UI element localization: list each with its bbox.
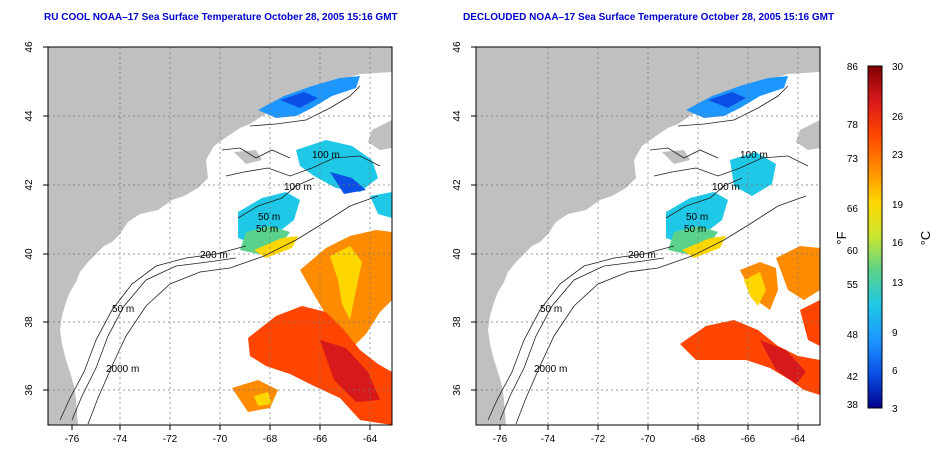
y-tick-label: 46 bbox=[452, 41, 463, 53]
celsius-tick: 26 bbox=[892, 112, 904, 123]
map-title-left: RU COOL NOAA–17 Sea Surface Temperature … bbox=[44, 12, 398, 23]
contour-label: 100 m bbox=[712, 182, 740, 193]
fahrenheit-tick: 48 bbox=[847, 330, 859, 341]
contour-label: 100 m bbox=[284, 182, 312, 193]
contour-label: 200 m bbox=[200, 250, 228, 261]
fahrenheit-unit-label: °F bbox=[834, 231, 849, 244]
x-tick-label: -66 bbox=[741, 434, 756, 445]
celsius-tick: 3 bbox=[892, 404, 898, 415]
celsius-tick: 16 bbox=[892, 238, 904, 249]
land-mass bbox=[48, 47, 392, 425]
y-tick-label: 44 bbox=[452, 110, 463, 122]
fahrenheit-tick: 66 bbox=[847, 204, 859, 215]
fahrenheit-tick: 60 bbox=[847, 246, 859, 257]
y-tick-label: 38 bbox=[24, 316, 35, 328]
celsius-tick: 19 bbox=[892, 200, 904, 211]
contour-label: 2000 m bbox=[106, 364, 139, 375]
x-tick-label: -68 bbox=[691, 434, 706, 445]
celsius-tick: 23 bbox=[892, 150, 904, 161]
x-tick-label: -64 bbox=[791, 434, 806, 445]
y-tick-label: 36 bbox=[24, 384, 35, 396]
celsius-unit-label: °C bbox=[918, 231, 933, 246]
y-tick-label: 44 bbox=[24, 110, 35, 122]
contour-label: 50 m bbox=[258, 212, 280, 223]
fahrenheit-tick: 86 bbox=[847, 62, 859, 73]
celsius-tick: 9 bbox=[892, 328, 898, 339]
celsius-tick: 6 bbox=[892, 366, 898, 377]
fahrenheit-tick: 78 bbox=[847, 120, 859, 131]
y-tick-label: 42 bbox=[452, 179, 463, 191]
x-tick-label: -68 bbox=[263, 434, 278, 445]
map-right: 100 m 100 m 50 m 50 m 200 m 50 m 2000 m … bbox=[452, 41, 821, 445]
x-tick-label: -64 bbox=[363, 434, 378, 445]
x-tick-label: -66 bbox=[313, 434, 328, 445]
fahrenheit-tick: 42 bbox=[847, 372, 859, 383]
x-tick-label: -74 bbox=[113, 434, 128, 445]
fahrenheit-tick: 55 bbox=[847, 280, 859, 291]
x-tick-label: -76 bbox=[493, 434, 508, 445]
map-title-right: DECLOUDED NOAA–17 Sea Surface Temperatur… bbox=[463, 12, 835, 23]
contour-label: 2000 m bbox=[534, 364, 567, 375]
x-tick-label: -76 bbox=[65, 434, 80, 445]
x-tick-label: -74 bbox=[541, 434, 556, 445]
contour-label: 50 m bbox=[540, 304, 562, 315]
celsius-tick: 13 bbox=[892, 278, 904, 289]
x-tick-label: -70 bbox=[641, 434, 656, 445]
contour-label: 50 m bbox=[112, 304, 134, 315]
celsius-tick: 30 bbox=[892, 62, 904, 73]
contour-label: 50 m bbox=[686, 212, 708, 223]
land-mass bbox=[476, 47, 820, 425]
y-tick-label: 40 bbox=[24, 248, 35, 260]
temperature-colorbar: 86 78 73 66 60 55 48 42 38 30 26 23 19 1… bbox=[834, 62, 933, 415]
fahrenheit-tick: 38 bbox=[847, 400, 859, 411]
contour-label: 100 m bbox=[312, 150, 340, 161]
map-left: 100 m 100 m 50 m 50 m 200 m 50 m 2000 m … bbox=[24, 41, 393, 445]
contour-label: 50 m bbox=[256, 224, 278, 235]
contour-label: 50 m bbox=[684, 224, 706, 235]
y-tick-label: 46 bbox=[24, 41, 35, 53]
y-tick-label: 38 bbox=[452, 316, 463, 328]
contour-label: 200 m bbox=[628, 250, 656, 261]
x-tick-label: -70 bbox=[213, 434, 228, 445]
x-tick-label: -72 bbox=[163, 434, 178, 445]
fahrenheit-tick: 73 bbox=[847, 154, 859, 165]
contour-label: 100 m bbox=[740, 150, 768, 161]
y-tick-label: 42 bbox=[24, 179, 35, 191]
x-tick-label: -72 bbox=[591, 434, 606, 445]
y-tick-label: 40 bbox=[452, 248, 463, 260]
y-tick-label: 36 bbox=[452, 384, 463, 396]
